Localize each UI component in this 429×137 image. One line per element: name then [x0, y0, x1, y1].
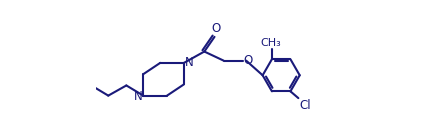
Text: O: O — [211, 22, 220, 35]
Text: CH₃: CH₃ — [260, 38, 281, 48]
Text: Cl: Cl — [299, 99, 311, 112]
Text: N: N — [185, 56, 194, 69]
Text: O: O — [243, 54, 252, 67]
Text: N: N — [133, 90, 142, 103]
